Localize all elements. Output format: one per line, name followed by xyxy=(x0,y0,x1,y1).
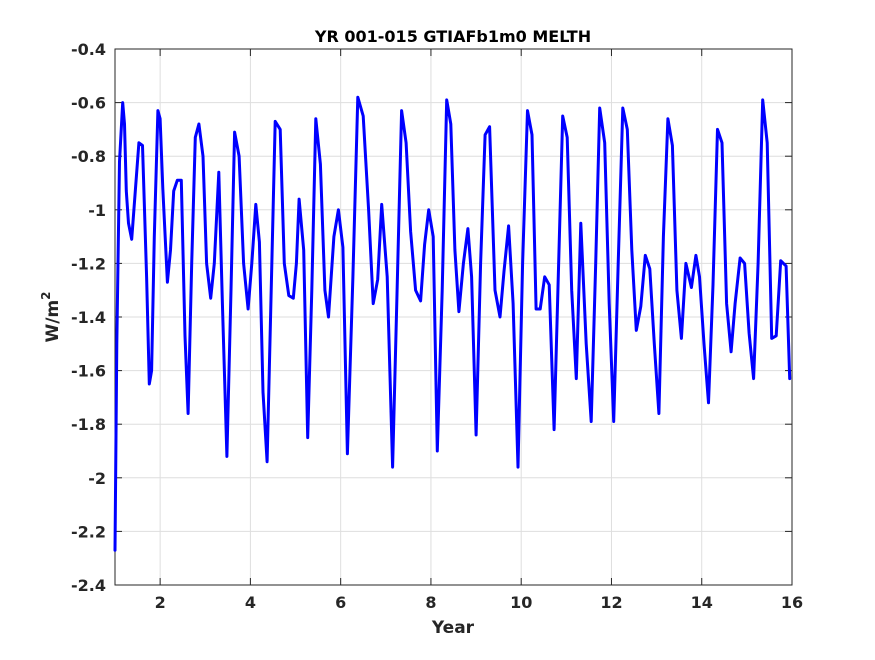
y-tick-label: -2 xyxy=(88,469,106,488)
x-tick-label: 12 xyxy=(600,593,622,612)
x-tick-label: 4 xyxy=(245,593,256,612)
y-tick-label: -2.4 xyxy=(71,576,106,595)
x-axis-label: Year xyxy=(431,618,475,638)
x-tick-label: 6 xyxy=(335,593,346,612)
x-tick-label: 8 xyxy=(425,593,436,612)
axis-ticks xyxy=(115,48,793,586)
y-tick-label: -1.2 xyxy=(71,254,106,273)
y-tick-label: -2.2 xyxy=(71,522,106,541)
x-tick-label: 2 xyxy=(155,593,166,612)
y-tick-label: -0.4 xyxy=(71,40,106,59)
y-tick-label: -0.6 xyxy=(71,94,106,113)
y-tick-label: -1.4 xyxy=(71,308,106,327)
y-tick-label: -1 xyxy=(88,201,106,220)
series-layer xyxy=(113,95,792,552)
x-tick-label: 10 xyxy=(510,593,532,612)
y-axis-label-base: W/m xyxy=(43,300,63,343)
y-tick-label: -1.6 xyxy=(71,362,106,381)
x-tick-label: 14 xyxy=(691,593,713,612)
x-tick-label: 16 xyxy=(781,593,803,612)
melth-series-line xyxy=(113,95,792,552)
y-axis-label-exponent: 2 xyxy=(39,291,53,299)
y-axis-label: W/m2 xyxy=(39,291,63,342)
y-tick-label: -1.8 xyxy=(71,415,106,434)
tick-labels: 2 4 6 8 10 12 14 16 -2.4 -2.2 -2 -1.8 -1.6 -1.4 -1.2 -1… xyxy=(71,40,803,612)
y-tick-label: -0.8 xyxy=(71,147,106,166)
chart-title: YR 001-015 GTIAFb1m0 MELTH xyxy=(314,27,591,46)
